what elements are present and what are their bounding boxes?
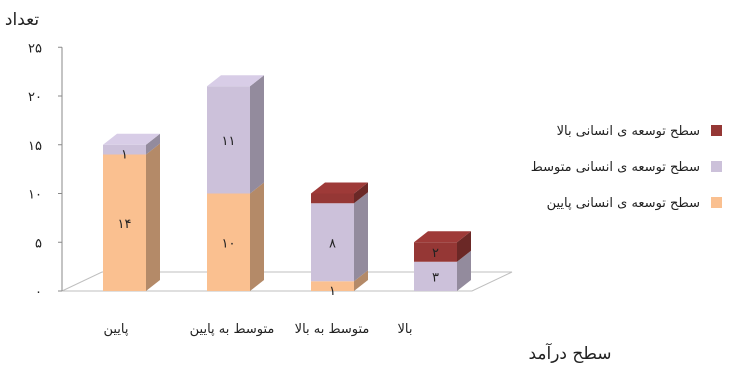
y-axis-title: تعداد (5, 10, 39, 30)
y-tick-label: ۱۰ (28, 188, 42, 203)
bar-data-label: ۱ (329, 284, 336, 299)
legend-swatch (711, 125, 722, 136)
bar-segment-side (457, 250, 471, 291)
bar-segment-side (354, 270, 368, 291)
y-tick-label: ۲۵ (28, 41, 42, 56)
bar-segment-side (146, 133, 160, 155)
bar-segment (311, 203, 354, 282)
bar-top (311, 182, 368, 194)
bar-segment-side (146, 143, 160, 291)
x-category-label: متوسط به پایین (190, 322, 275, 337)
bar-stack: ۱۴ ۱ (103, 133, 160, 291)
bar-stack: ۱۰ ۱۱ (207, 75, 264, 291)
y-tick-label: ۵ (35, 236, 42, 251)
bar-segment (207, 86, 250, 194)
bar-data-label: ۱ (121, 148, 128, 163)
bar-top (414, 231, 471, 243)
legend-swatch (711, 161, 722, 172)
bar-stack: ۱۸ (311, 182, 368, 299)
bar-top (103, 133, 160, 145)
bar-segment-side (457, 231, 471, 262)
bar-segment-side (250, 182, 264, 291)
bar-data-label: ۱۴ (118, 217, 132, 232)
bar-segment-side (250, 75, 264, 194)
x-category-label: متوسط به بالا (295, 322, 370, 337)
bar-segment (103, 154, 146, 291)
legend-swatch (711, 197, 722, 208)
y-tick-label: ۱۵ (28, 139, 42, 154)
bar-segment (311, 281, 354, 291)
bar-data-label: ۱۱ (222, 134, 236, 149)
bar-stack: ۳۲ (414, 231, 471, 291)
legend-label: سطح توسعه ی انسانی بالا (557, 124, 700, 139)
y-axis: ۰ ۵ ۱۰ ۱۵ ۲۰ ۲۵ (28, 41, 63, 300)
legend: سطح توسعه ی انسانی بالا سطح توسعه ی انسان… (531, 124, 722, 211)
legend-label: سطح توسعه ی انسانی پایین (547, 196, 700, 211)
bar-segment (414, 261, 457, 291)
x-category-label: بالا (398, 322, 413, 337)
x-axis-title: سطح درآمد (528, 342, 611, 364)
x-category-label: پایین (103, 322, 128, 337)
bar-data-label: ۳ (432, 270, 439, 285)
legend-label: سطح توسعه ی انسانی متوسط (531, 160, 700, 175)
bar-segment (103, 144, 146, 155)
y-tick-label: ۲۰ (28, 90, 42, 105)
bar-data-label: ۱۰ (222, 236, 236, 251)
bar-data-label: ۲ (432, 246, 439, 261)
bar-segment (311, 193, 354, 204)
x-axis: پایین متوسط به پایین متوسط به بالا بالا (103, 322, 412, 337)
bar-segment-side (354, 192, 368, 282)
y-tick-label: ۰ (35, 285, 42, 300)
bar-top (207, 75, 264, 87)
bar-data-label: ۸ (329, 236, 336, 251)
bar-segment (414, 242, 457, 262)
bar-segment-side (354, 182, 368, 204)
bar-segment (207, 193, 250, 291)
